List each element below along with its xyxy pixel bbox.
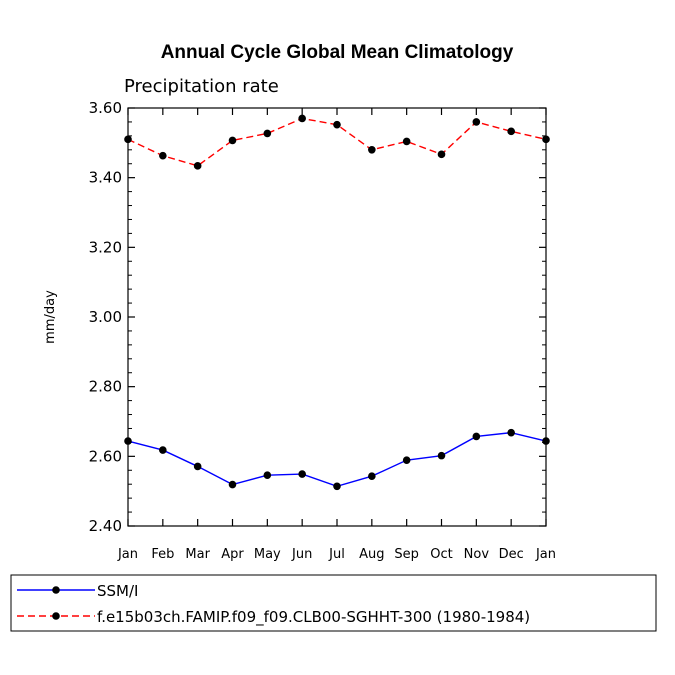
data-point: [263, 471, 272, 479]
y-tick-label: 2.80: [89, 378, 122, 396]
legend-box: [10, 574, 657, 632]
data-point: [437, 150, 446, 159]
data-point: [368, 472, 376, 480]
data-point: [124, 135, 132, 144]
x-tick-label: Oct: [430, 547, 452, 562]
data-point: [298, 114, 306, 123]
x-tick-label: Dec: [499, 547, 524, 562]
x-tick-label: Jan: [117, 547, 138, 562]
data-point: [368, 146, 376, 154]
axis-ticks: [127, 107, 547, 527]
y-tick-label: 3.40: [89, 169, 122, 187]
data-point: [542, 437, 550, 445]
x-tick-label: Feb: [151, 547, 174, 562]
data-point: [193, 162, 202, 170]
data-point: [228, 136, 237, 145]
y-tick-label: 2.60: [89, 447, 122, 465]
x-tick-label: Aug: [359, 547, 384, 562]
x-tick-label: Jun: [291, 547, 312, 562]
data-point: [333, 120, 341, 129]
y-tick-label: 3.20: [89, 238, 122, 256]
x-tick-label: Mar: [185, 547, 210, 562]
legend-marker: [52, 586, 60, 594]
data-point: [402, 456, 411, 464]
data-point: [472, 432, 481, 441]
x-tick-label: Sep: [394, 547, 419, 562]
x-tick-label: May: [254, 547, 281, 562]
y-tick-label: 3.60: [89, 99, 122, 117]
x-tick-label: Nov: [464, 547, 490, 562]
data-point: [542, 135, 550, 144]
series-points: [124, 114, 550, 491]
data-point: [159, 446, 167, 454]
y-tick-label: 2.40: [89, 517, 122, 535]
data-point: [402, 137, 411, 146]
data-point: [333, 482, 341, 491]
data-point: [437, 451, 446, 460]
data-point: [472, 118, 481, 126]
chart-subtitle: Precipitation rate: [124, 76, 279, 97]
series-lines: [127, 117, 547, 488]
x-tick-label: Apr: [221, 547, 244, 562]
data-point: [263, 129, 272, 138]
data-point: [228, 480, 237, 489]
y-tick-labels: 2.40 2.60 2.80 3.00 3.20 3.40 3.60: [89, 99, 122, 535]
x-tick-label: Jan: [535, 547, 556, 562]
legend-marker: [52, 612, 60, 620]
data-point: [193, 462, 202, 471]
data-point: [159, 151, 167, 160]
x-tick-labels: Jan Feb Mar Apr May Jun Jul Aug Sep Oct Nov Dec Jan: [117, 547, 556, 562]
y-tick-label: 3.00: [89, 308, 122, 326]
series-line-0: [127, 431, 547, 488]
data-point: [124, 437, 132, 445]
data-point: [507, 428, 515, 437]
legend: SSM/I f.e15b03ch.FAMIP.f09_f09.CLB00-SGHH…: [10, 574, 657, 632]
legend-label: f.e15b03ch.FAMIP.f09_f09.CLB00-SGHHT-300…: [97, 608, 530, 627]
data-point: [507, 127, 515, 136]
x-tick-label: Jul: [328, 547, 345, 562]
chart-title: Annual Cycle Global Mean Climatology: [161, 42, 514, 63]
y-axis-label: mm/day: [43, 290, 58, 344]
legend-label: SSM/I: [97, 582, 138, 600]
data-point: [298, 470, 306, 478]
